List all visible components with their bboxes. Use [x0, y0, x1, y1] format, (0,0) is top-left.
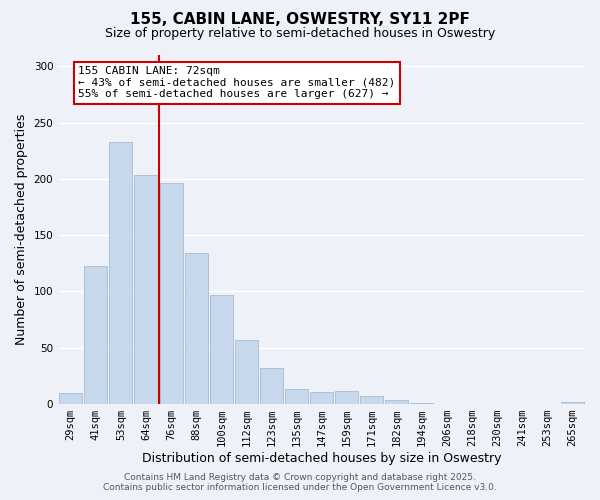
Bar	[260, 368, 283, 404]
Bar	[561, 402, 584, 404]
Bar	[160, 184, 182, 404]
Y-axis label: Number of semi-detached properties: Number of semi-detached properties	[15, 114, 28, 345]
Bar	[360, 396, 383, 404]
X-axis label: Distribution of semi-detached houses by size in Oswestry: Distribution of semi-detached houses by …	[142, 452, 502, 465]
Text: 155 CABIN LANE: 72sqm
← 43% of semi-detached houses are smaller (482)
55% of sem: 155 CABIN LANE: 72sqm ← 43% of semi-deta…	[78, 66, 395, 100]
Bar	[285, 390, 308, 404]
Bar	[134, 176, 158, 404]
Text: Contains HM Land Registry data © Crown copyright and database right 2025.
Contai: Contains HM Land Registry data © Crown c…	[103, 473, 497, 492]
Bar	[335, 390, 358, 404]
Bar	[59, 393, 82, 404]
Bar	[235, 340, 258, 404]
Text: Size of property relative to semi-detached houses in Oswestry: Size of property relative to semi-detach…	[105, 28, 495, 40]
Bar	[310, 392, 333, 404]
Bar	[209, 295, 233, 404]
Bar	[185, 253, 208, 404]
Text: 155, CABIN LANE, OSWESTRY, SY11 2PF: 155, CABIN LANE, OSWESTRY, SY11 2PF	[130, 12, 470, 28]
Bar	[385, 400, 409, 404]
Bar	[84, 266, 107, 404]
Bar	[109, 142, 133, 404]
Bar	[410, 403, 433, 404]
